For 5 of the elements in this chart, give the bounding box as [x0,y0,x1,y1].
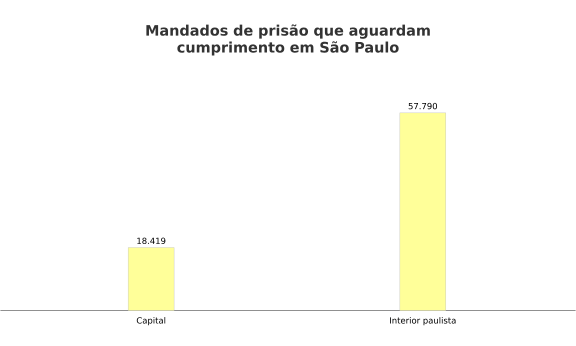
chart-title: Mandados de prisão que aguardam cumprimento em São Paulo [146,24,430,56]
data-label: 57.790 [408,103,438,110]
data-label: 18.419 [137,238,166,244]
x-tick-label: Interior paulista [390,317,456,326]
x-tick-label: Capital [136,317,166,326]
